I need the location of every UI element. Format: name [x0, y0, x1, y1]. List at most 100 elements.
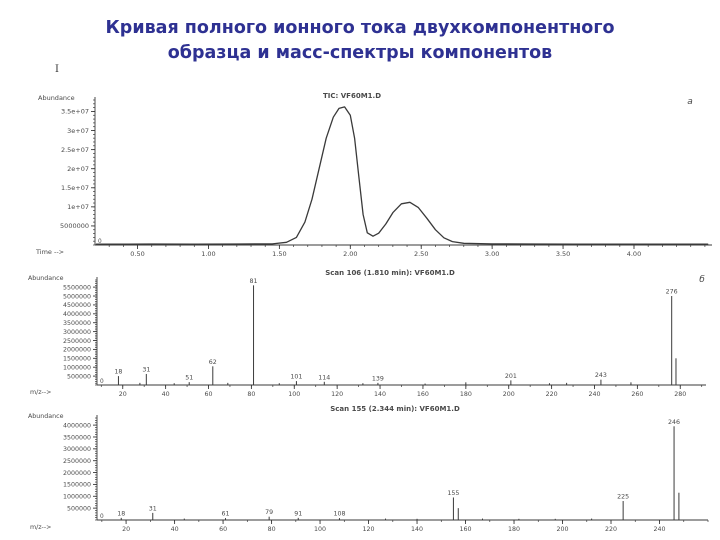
- y-axis-caption: Abundance: [28, 413, 64, 420]
- y-tick-label: 1000000: [63, 494, 91, 501]
- x-tick-label: 180: [508, 526, 520, 533]
- y-axis-ticks: 5000000 1e+07 1.5e+07 2e+07 2.5e+07 3e+07 3.5e…: [60, 99, 95, 246]
- x-axis-caption: m/z-->: [30, 524, 51, 531]
- peak-label: 91: [294, 510, 302, 517]
- panel-letter: б: [699, 275, 705, 285]
- mass-spectrum-1-plot: Scan 106 (1.810 min): VF60M1.D б Abundance…: [28, 269, 706, 398]
- peak-label: 31: [142, 366, 150, 373]
- chart-title: TIC: VF60M1.D: [323, 92, 381, 100]
- y-tick-label: 2000000: [63, 470, 91, 477]
- x-tick-label: 220: [605, 526, 617, 533]
- y-tick-label: 5000000: [60, 222, 89, 230]
- series: 18 31 61 79 91 108 155 225 246: [117, 419, 680, 520]
- x-tick-label: 40: [162, 391, 170, 398]
- stray-mark: I: [55, 64, 59, 75]
- y-tick-label: 4000000: [63, 422, 91, 429]
- y-tick-label: 1.5e+07: [61, 184, 89, 192]
- x-tick-label: 200: [503, 391, 515, 398]
- mass-spectrum-1-panel: Scan 106 (1.810 min): VF60M1.D б Abundance…: [0, 266, 720, 406]
- x-tick-label: 60: [204, 391, 212, 398]
- y-axis-caption: Abundance: [38, 94, 75, 102]
- x-tick-label: 20: [119, 391, 127, 398]
- x-tick-label: 2.50: [414, 250, 428, 258]
- mass-spectrum-2-plot: Scan 155 (2.344 min): VF60M1.D Abundance m…: [28, 405, 709, 533]
- mass-spectrum-2-panel: Scan 155 (2.344 min): VF60M1.D Abundance m…: [0, 402, 720, 540]
- x-tick-label: 80: [247, 391, 255, 398]
- y-tick-label: 5500000: [63, 284, 91, 291]
- panel-letter: a: [687, 97, 693, 107]
- y-tick-label: 1500000: [63, 482, 91, 489]
- peak-label: 31: [149, 505, 157, 512]
- y-tick-label: 2.5e+07: [61, 146, 89, 154]
- axes: [94, 97, 712, 246]
- y-tick-label: 2000000: [63, 347, 91, 354]
- y-tick-label: 2500000: [63, 458, 91, 465]
- peak-label: 225: [617, 494, 629, 501]
- slide-title-line-1: Кривая полного ионного тока двухкомпонен…: [105, 18, 615, 38]
- peak-label: 108: [333, 511, 345, 518]
- tic-chart-plot: TIC: VF60M1.D a Abundance Time --> 0 5000000 1…: [35, 92, 712, 258]
- x-tick-label: 4.00: [627, 250, 641, 258]
- x-tick-label: 0.50: [130, 250, 144, 258]
- tic-trace: [95, 106, 709, 245]
- x-tick-label: 2.00: [343, 250, 357, 258]
- y-tick-label: 3500000: [63, 320, 91, 327]
- origin-label: 0: [100, 379, 104, 385]
- peak-label: 155: [447, 490, 459, 497]
- y-tick-label: 3000000: [63, 446, 91, 453]
- x-axis-ticks: 0.50 1.00 1.50 2.00 2.50 3.00 3.50 4.00: [108, 245, 706, 258]
- y-tick-label: 3e+07: [67, 127, 89, 135]
- peak-label: 18: [114, 369, 122, 376]
- y-tick-label: 4500000: [63, 302, 91, 309]
- x-tick-label: 60: [219, 526, 227, 533]
- y-tick-label: 1000000: [63, 365, 91, 372]
- chart-title: Scan 155 (2.344 min): VF60M1.D: [330, 405, 460, 413]
- y-tick-label: 5000000: [63, 293, 91, 300]
- x-tick-label: 160: [460, 526, 472, 533]
- x-tick-label: 240: [588, 391, 600, 398]
- peak-label: 246: [668, 419, 680, 426]
- peak-label: 139: [372, 375, 384, 382]
- slide-title: Кривая полного ионного тока двухкомпонен…: [0, 16, 720, 65]
- y-axis-ticks: 5000001000000150000020000002500000300000…: [63, 417, 97, 521]
- x-tick-label: 160: [417, 391, 429, 398]
- slide-title-line-2: образца и масс-спектры компонентов: [167, 42, 553, 63]
- x-tick-label: 80: [268, 526, 276, 533]
- x-tick-label: 1.50: [272, 250, 286, 258]
- x-tick-label: 180: [460, 391, 472, 398]
- x-tick-label: 140: [374, 391, 386, 398]
- y-tick-label: 500000: [67, 373, 91, 380]
- x-tick-label: 120: [331, 391, 343, 398]
- y-tick-label: 3500000: [63, 434, 91, 441]
- x-tick-label: 260: [631, 391, 643, 398]
- y-tick-label: 2e+07: [67, 165, 89, 173]
- x-tick-label: 3.50: [556, 250, 570, 258]
- x-axis-ticks: 20 40 60 80 100 120 140 160 180 200 220 240: [101, 520, 709, 533]
- y-tick-label: 2500000: [63, 338, 91, 345]
- peak-label: 18: [117, 510, 125, 517]
- x-tick-label: 240: [653, 526, 665, 533]
- y-tick-label: 4000000: [63, 311, 91, 318]
- x-axis-caption: m/z-->: [30, 389, 51, 396]
- series: [95, 106, 709, 245]
- origin-label: 0: [98, 239, 102, 245]
- x-tick-label: 100: [288, 391, 300, 398]
- y-tick-label: 1500000: [63, 356, 91, 363]
- peak-label: 114: [318, 374, 330, 381]
- x-axis-caption: Time -->: [35, 248, 64, 256]
- y-tick-label: 3000000: [63, 329, 91, 336]
- peak-label: 81: [250, 278, 258, 285]
- peak-label: 276: [666, 289, 678, 296]
- x-tick-label: 220: [546, 391, 558, 398]
- axes: [96, 415, 708, 521]
- x-tick-label: 3.00: [485, 250, 499, 258]
- peak-label: 201: [505, 373, 517, 380]
- x-tick-label: 20: [122, 526, 130, 533]
- x-tick-label: 280: [674, 391, 686, 398]
- x-tick-label: 100: [314, 526, 326, 533]
- x-tick-label: 120: [363, 526, 375, 533]
- chart-title: Scan 106 (1.810 min): VF60M1.D: [325, 269, 455, 277]
- series: 18 31 51 62 81 101 114 139 201 243 276: [114, 278, 678, 385]
